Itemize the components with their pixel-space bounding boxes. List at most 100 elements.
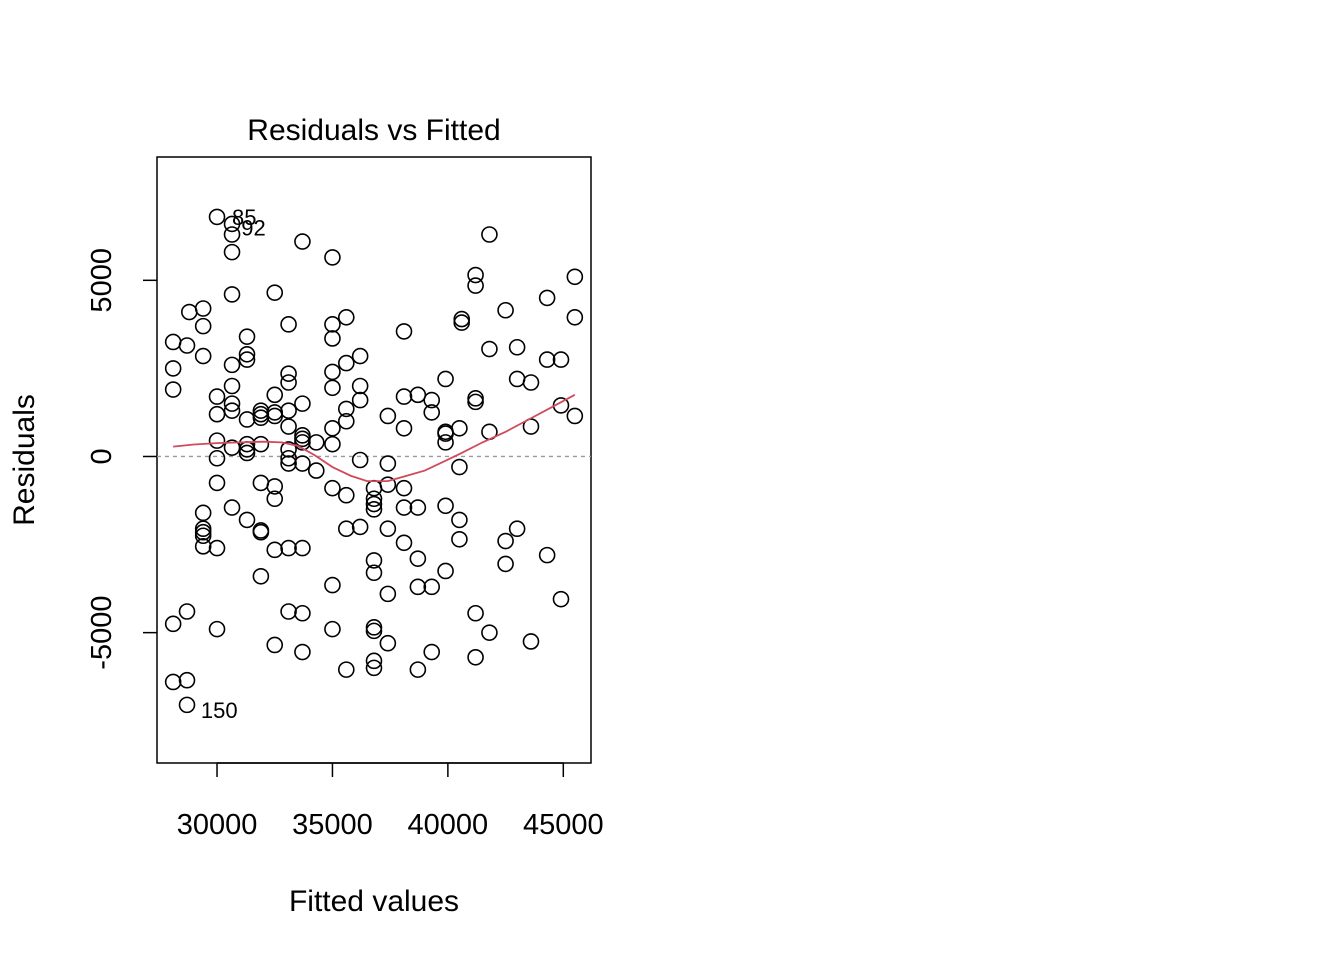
residual-point: [266, 541, 284, 559]
residual-point: [266, 284, 284, 301]
residual-point: [252, 567, 270, 585]
residual-point: [324, 379, 341, 397]
residual-point: [178, 603, 196, 620]
residual-point: [508, 338, 526, 356]
residual-point: [208, 405, 226, 423]
residual-point: [395, 323, 413, 340]
residual-point: [522, 633, 540, 650]
residual-point: [453, 314, 471, 331]
residual-point: [238, 351, 256, 368]
residual-points: [164, 208, 584, 714]
residual-point: [280, 316, 297, 333]
residual-point: [294, 604, 311, 622]
residual-point: [194, 300, 212, 317]
residual-point: [223, 215, 241, 233]
residual-point: [266, 386, 284, 404]
residual-point: [365, 622, 383, 640]
residual-point: [467, 393, 484, 411]
residual-point: [566, 309, 584, 326]
residual-point: [423, 391, 441, 409]
residual-point: [365, 552, 383, 569]
residual-point: [467, 604, 484, 622]
residual-point: [294, 395, 311, 412]
residual-point: [238, 346, 256, 363]
residual-point: [481, 226, 498, 243]
residual-point: [437, 370, 454, 388]
residual-point: [552, 590, 570, 608]
residual-point: [453, 310, 471, 328]
residual-point: [294, 455, 311, 472]
x-axis-label: Fitted values: [289, 885, 459, 918]
residual-point: [337, 412, 355, 430]
residual-point: [379, 634, 397, 652]
residual-point: [351, 347, 369, 365]
residual-point: [238, 328, 256, 345]
residual-point: [280, 418, 297, 435]
residual-point: [223, 226, 241, 243]
residual-point: [395, 388, 413, 405]
residual-point: [467, 390, 484, 407]
residual-point: [451, 419, 468, 437]
residual-point: [194, 538, 212, 555]
residual-point: [467, 277, 484, 294]
residual-point: [351, 391, 369, 409]
residual-point: [423, 578, 441, 596]
y-tick-label: -5000: [86, 596, 118, 670]
residual-point: [379, 476, 397, 493]
residual-point: [238, 411, 256, 428]
residual-point: [337, 486, 355, 504]
residual-point: [324, 479, 341, 497]
residual-point: [194, 523, 212, 541]
y-axis: -5000 0 5000: [86, 248, 157, 670]
residual-point: [395, 499, 413, 516]
residual-point: [178, 337, 196, 354]
y-tick-label: 0: [86, 448, 118, 464]
chart-title: Residuals vs Fitted: [247, 114, 500, 147]
residual-point: [324, 419, 341, 437]
residual-point: [351, 518, 369, 536]
residual-point: [481, 340, 498, 358]
residual-point: [324, 249, 341, 266]
residual-point: [294, 539, 311, 557]
residual-point: [566, 268, 584, 286]
residual-point: [252, 435, 270, 453]
residual-point: [324, 316, 341, 333]
y-tick-label: 5000: [86, 248, 118, 313]
residual-point: [451, 458, 468, 476]
residual-point: [365, 619, 383, 636]
residual-point: [208, 449, 226, 467]
x-tick-label: 45000: [523, 809, 604, 841]
residual-point: [379, 520, 397, 538]
residual-point: [409, 578, 427, 596]
residual-point: [337, 661, 355, 678]
residual-point: [365, 659, 383, 677]
residual-point: [351, 451, 369, 469]
residual-point: [437, 497, 454, 515]
residual-point: [208, 620, 226, 638]
residual-point: [164, 360, 182, 377]
residual-point: [266, 636, 284, 654]
residual-point: [351, 377, 369, 395]
residual-point: [497, 555, 514, 573]
residual-point: [266, 490, 284, 508]
residual-point: [178, 696, 196, 714]
residual-point: [497, 532, 514, 550]
residual-point: [280, 603, 297, 620]
x-tick-label: 35000: [292, 809, 373, 841]
residual-point: [522, 374, 540, 391]
residual-point: [280, 402, 297, 419]
residual-point: [208, 474, 226, 492]
residual-point: [538, 351, 556, 368]
residual-point: [252, 523, 270, 541]
residual-point: [538, 289, 556, 307]
residual-point: [280, 441, 297, 458]
residual-point: [208, 208, 226, 226]
residual-point: [208, 539, 226, 557]
residual-point: [164, 381, 182, 398]
residual-point: [294, 233, 311, 250]
y-axis-label: Residuals: [8, 394, 41, 526]
residual-point: [223, 243, 241, 261]
residual-point: [266, 407, 284, 425]
residual-point: [164, 615, 182, 633]
